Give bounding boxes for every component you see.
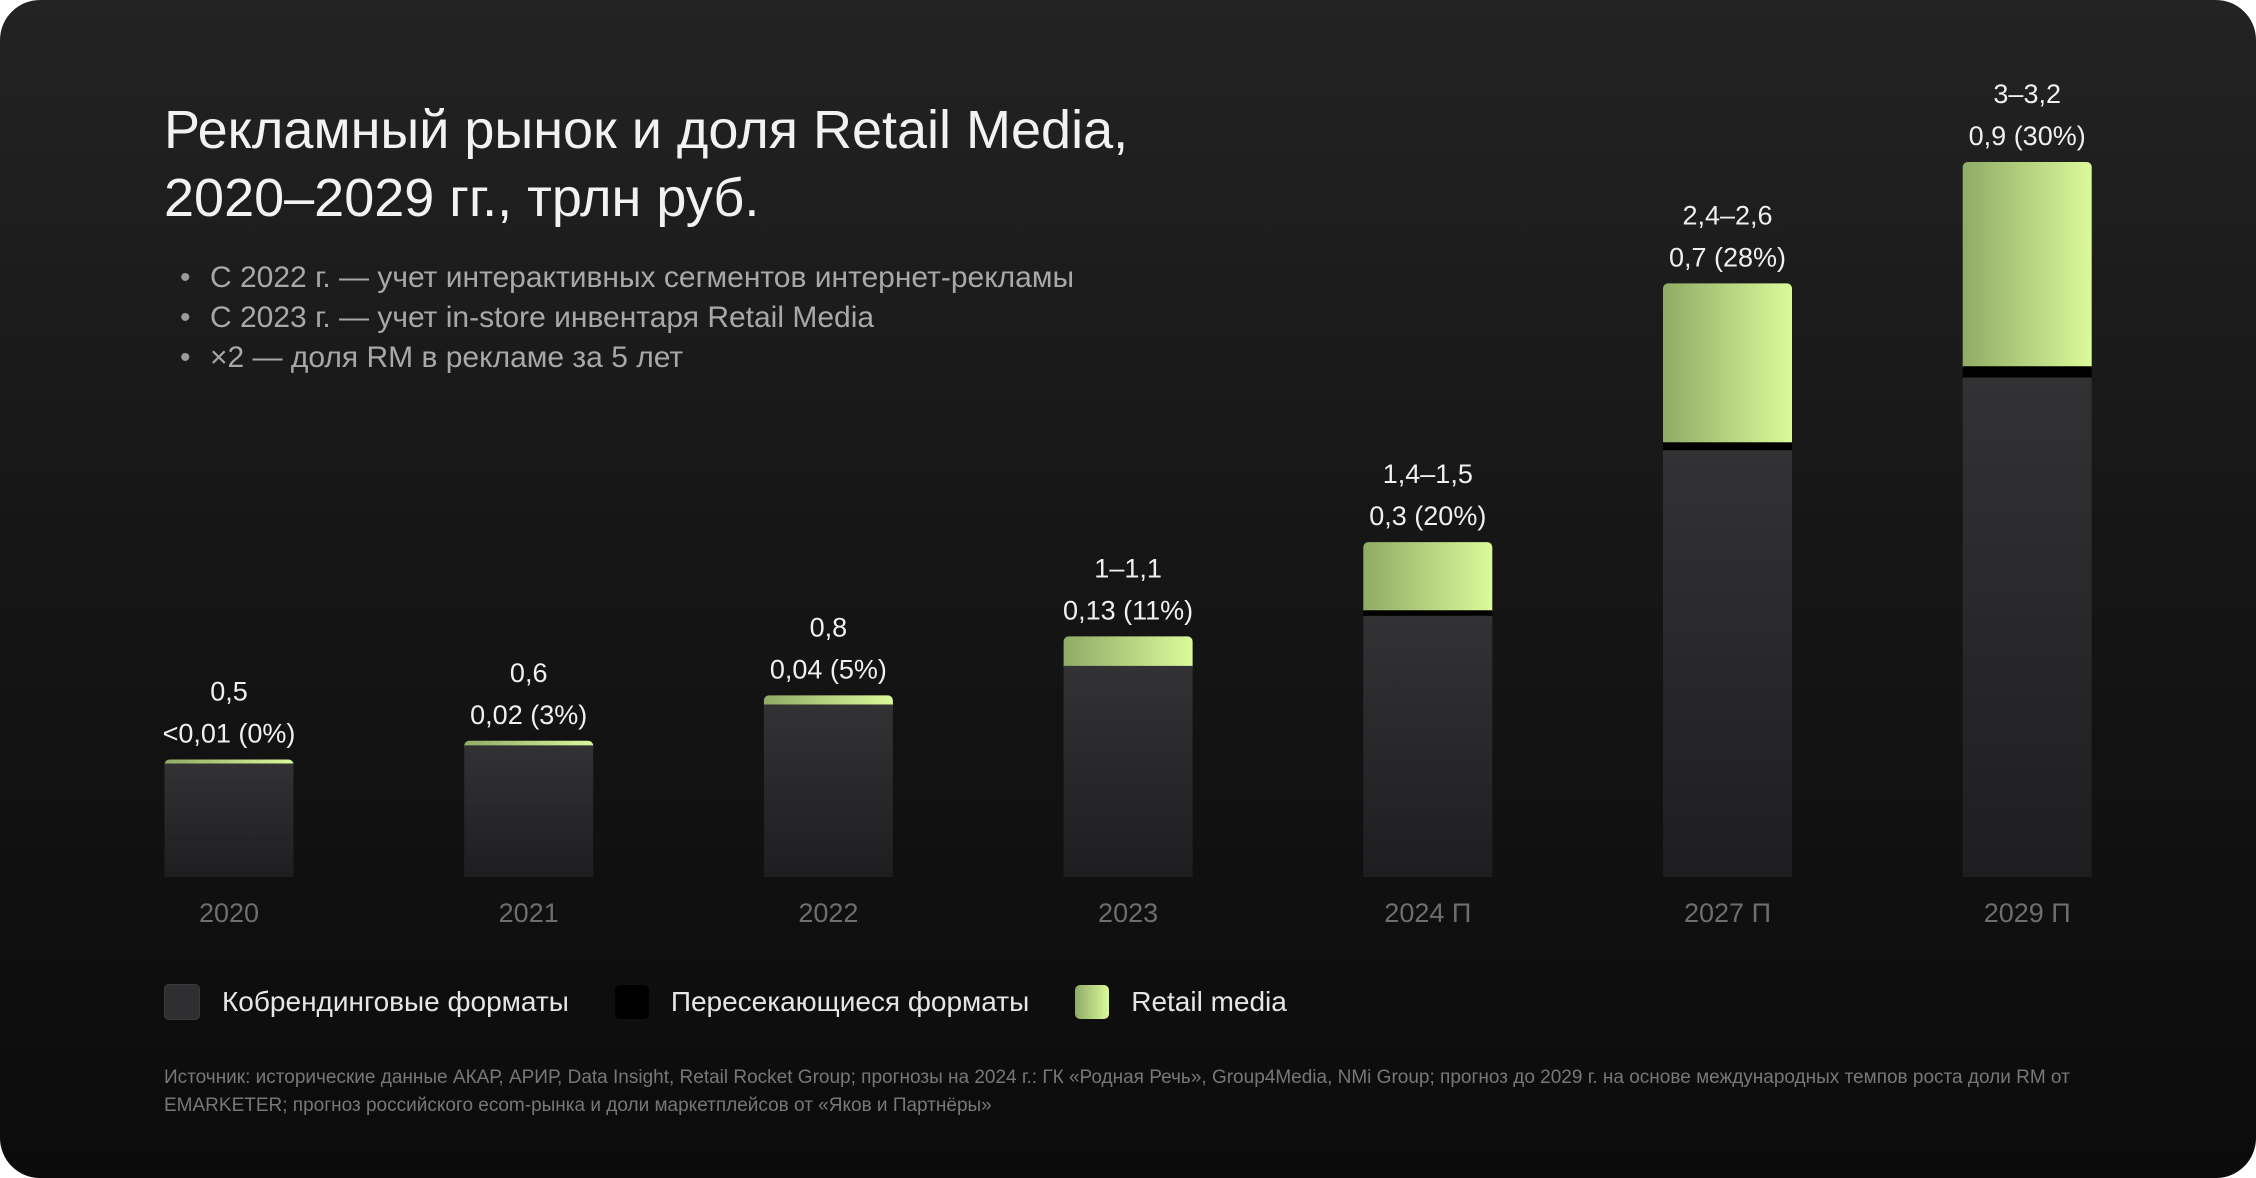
bar-overlap (1962, 366, 2092, 378)
legend-swatch (164, 984, 200, 1020)
bar-total-label: 2,4–2,6 (1682, 200, 1772, 230)
x-tick-label: 2023 (1098, 898, 1158, 928)
bar-overlap (1663, 442, 1792, 451)
bar-total-label: 0,8 (810, 612, 848, 642)
bar-cobranding (1663, 450, 1792, 877)
legend-label: Retail media (1131, 986, 1287, 1017)
x-tick-label: 2024 П (1384, 898, 1471, 928)
bar-rm-label: 0,3 (20%) (1369, 501, 1486, 531)
x-tick-label: 2021 (499, 898, 559, 928)
chart-title-line: Рекламный рынок и доля Retail Media, (164, 100, 1129, 160)
legend-swatch (614, 985, 649, 1019)
bar-group (763, 695, 893, 877)
bar-rm-label: 0,7 (28%) (1669, 242, 1786, 272)
bar-total-label: 1,4–1,5 (1383, 459, 1473, 489)
bar-cobranding (464, 745, 594, 877)
bar-group (1363, 542, 1493, 877)
legend-item-overlap: Пересекающиеся форматы (614, 985, 1030, 1019)
note-item: ×2 — доля RM в рекламе за 5 лет (180, 338, 1074, 378)
labels-layer: 0,5 <0,01 (0%) 2020 0,6 0,02 (3%) 2021 0,8 0,04… (163, 79, 2086, 928)
x-tick-label: 2027 П (1684, 898, 1771, 928)
chart-title: Рекламный рынок и доля Retail Media, 202… (164, 96, 1364, 232)
bar-rm-label: 0,04 (5%) (770, 654, 887, 684)
bar-total-label: 0,5 (210, 677, 248, 707)
legend-swatch (1075, 985, 1110, 1019)
bar-rm-label: 0,13 (11%) (1063, 595, 1193, 625)
bar-rm-label: <0,01 (0%) (163, 719, 296, 749)
notes-list: С 2022 г. — учет интерактивных сегментов… (180, 258, 1074, 378)
bar-group (1962, 161, 2092, 877)
source-note: Источник: исторические данные АКАР, АРИР… (164, 1067, 2070, 1116)
note-item: С 2022 г. — учет интерактивных сегментов… (180, 258, 1074, 298)
bar-total-label: 1–1,1 (1094, 553, 1162, 583)
bar-retail-media (1063, 636, 1193, 672)
bar-retail-media (1363, 542, 1493, 617)
x-tick-label: 2022 (798, 898, 858, 928)
bar-group (1663, 283, 1792, 877)
bar-retail-media (1962, 161, 2092, 373)
bar-rm-label: 0,9 (30%) (1969, 121, 2086, 151)
bar-rm-label: 0,02 (3%) (470, 700, 587, 730)
bar-total-label: 3–3,2 (1993, 79, 2061, 109)
bar-cobranding (1962, 377, 2092, 877)
legend: Кобрендинговые форматы Пересекающиеся фо… (164, 982, 1333, 1022)
bar-cobranding (1363, 615, 1493, 877)
x-tick-label: 2029 П (1984, 898, 2071, 928)
chart-title-line: 2020–2029 гг., трлн руб. (164, 168, 760, 228)
legend-label: Кобрендинговые форматы (222, 986, 569, 1017)
legend-item-cobranding: Кобрендинговые форматы (164, 984, 569, 1020)
bar-total-label: 0,6 (510, 658, 548, 688)
note-item: С 2023 г. — учет in-store инвентаря Reta… (180, 298, 1074, 338)
bar-cobranding (763, 704, 893, 877)
bar-overlap (1363, 610, 1493, 616)
bar-cobranding (164, 763, 294, 877)
bar-group (164, 759, 294, 877)
bar-cobranding (1063, 665, 1193, 877)
legend-item-retail-media: Retail media (1075, 985, 1287, 1019)
legend-label: Пересекающиеся форматы (670, 986, 1030, 1017)
bar-retail-media (1663, 283, 1792, 449)
bar-group (464, 740, 594, 877)
x-tick-label: 2020 (199, 898, 259, 928)
bar-group (1063, 636, 1193, 877)
bars-layer (164, 161, 2092, 877)
stacked-bar-chart: 0,5 <0,01 (0%) 2020 0,6 0,02 (3%) 2021 0,8 0,04… (163, 79, 2092, 928)
